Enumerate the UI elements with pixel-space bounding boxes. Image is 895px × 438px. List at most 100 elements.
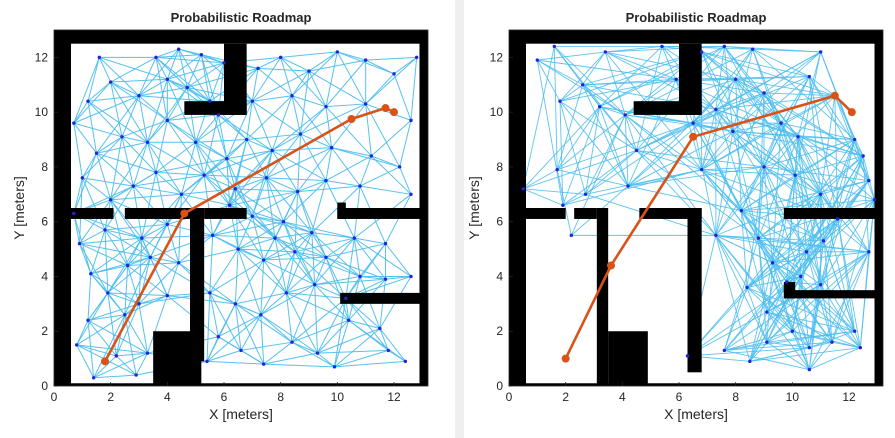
roadmap-edge bbox=[325, 51, 338, 107]
roadmap-edge bbox=[359, 275, 386, 280]
roadmap-edge bbox=[763, 166, 821, 195]
roadmap-edge bbox=[385, 243, 412, 277]
x-axis-label: X [meters] bbox=[664, 406, 728, 422]
roadmap-edge bbox=[274, 237, 316, 286]
roadmap-edge bbox=[272, 147, 332, 151]
wall bbox=[153, 331, 202, 386]
roadmap-edge bbox=[701, 51, 810, 77]
roadmap-node bbox=[210, 233, 215, 238]
roadmap-node bbox=[193, 140, 198, 144]
roadmap-edge bbox=[831, 341, 861, 349]
roadmap-node bbox=[352, 236, 357, 240]
roadmap-node bbox=[208, 291, 212, 295]
roadmap-node bbox=[770, 261, 775, 265]
roadmap-node bbox=[312, 282, 317, 287]
roadmap-edge bbox=[240, 314, 262, 351]
wall bbox=[224, 43, 247, 115]
roadmap-edge bbox=[556, 106, 601, 170]
x-tick-label: 2 bbox=[107, 390, 114, 404]
roadmap-edge bbox=[557, 169, 629, 187]
roadmap-edge bbox=[627, 185, 742, 212]
roadmap-node bbox=[290, 94, 294, 98]
y-tick-label: 10 bbox=[35, 105, 49, 119]
roadmap-edge bbox=[218, 114, 273, 151]
roadmap-node bbox=[298, 132, 303, 136]
roadmap-edge bbox=[735, 79, 742, 211]
roadmap-node bbox=[403, 359, 408, 364]
roadmap-edge bbox=[715, 131, 734, 236]
roadmap-edge bbox=[701, 76, 810, 171]
roadmap-edge bbox=[559, 100, 637, 151]
roadmap-edge bbox=[715, 193, 821, 236]
roadmap-node bbox=[140, 236, 144, 240]
roadmap-node bbox=[324, 255, 328, 259]
roadmap-node bbox=[154, 55, 158, 60]
roadmap-node bbox=[295, 189, 300, 194]
x-tick-label: 6 bbox=[221, 390, 228, 404]
axes-box bbox=[508, 29, 884, 387]
roadmap-edge bbox=[283, 180, 327, 223]
roadmap-edge bbox=[286, 292, 349, 321]
roadmap-node bbox=[765, 340, 769, 344]
roadmap-edge bbox=[365, 73, 395, 105]
roadmap-node bbox=[176, 47, 181, 51]
roadmap-edge bbox=[209, 292, 242, 351]
roadmap-edge bbox=[300, 71, 310, 135]
roadmap-edge bbox=[280, 57, 293, 96]
roadmap-edge bbox=[138, 57, 157, 96]
roadmap-node bbox=[216, 335, 221, 339]
roadmap-edge bbox=[701, 51, 734, 132]
roadmap-edge bbox=[359, 185, 412, 195]
roadmap-node bbox=[383, 241, 388, 246]
roadmap-edge bbox=[325, 59, 367, 108]
roadmap-edge bbox=[410, 57, 418, 121]
roadmap-node bbox=[205, 359, 209, 364]
roadmap-edge bbox=[271, 95, 293, 151]
roadmap-node bbox=[821, 239, 826, 243]
roadmap-edge bbox=[758, 199, 875, 239]
roadmap-edge bbox=[73, 81, 112, 124]
roadmap-edge bbox=[93, 355, 117, 379]
roadmap-edge bbox=[107, 292, 168, 297]
wall bbox=[54, 30, 71, 386]
roadmap-edge bbox=[133, 185, 182, 195]
roadmap-edge bbox=[297, 191, 327, 258]
roadmap-node bbox=[72, 211, 76, 216]
roadmap-edge bbox=[283, 221, 355, 239]
roadmap-edge bbox=[317, 328, 381, 354]
roadmap-edge bbox=[701, 51, 835, 97]
roadmap-edge bbox=[314, 275, 361, 286]
roadmap-edge bbox=[167, 62, 225, 80]
roadmap-edge bbox=[325, 147, 333, 181]
roadmap-edge bbox=[370, 119, 412, 157]
roadmap-node bbox=[699, 50, 704, 54]
roadmap-edge bbox=[110, 142, 148, 201]
roadmap-edge bbox=[766, 311, 855, 332]
roadmap-edge bbox=[234, 303, 242, 351]
roadmap-edge bbox=[178, 248, 239, 264]
roadmap-edge bbox=[266, 177, 298, 193]
roadmap-edge bbox=[274, 232, 312, 239]
roadmap-node bbox=[94, 151, 99, 155]
x-tick-label: 2 bbox=[562, 390, 569, 404]
roadmap-edge bbox=[124, 265, 129, 315]
roadmap-edge bbox=[110, 199, 143, 239]
path-waypoint bbox=[830, 91, 839, 100]
roadmap-edge bbox=[181, 142, 197, 195]
roadmap-edge bbox=[257, 56, 281, 69]
roadmap-edge bbox=[724, 349, 810, 371]
wall bbox=[596, 208, 609, 386]
roadmap-node bbox=[386, 348, 391, 353]
roadmap-edge bbox=[200, 54, 211, 102]
y-tick-label: 12 bbox=[35, 50, 49, 64]
roadmap-node bbox=[281, 219, 286, 224]
roadmap-edge bbox=[271, 150, 299, 192]
roadmap-edge bbox=[752, 48, 821, 53]
roadmap-edge bbox=[792, 330, 861, 349]
roadmap-edge bbox=[73, 122, 123, 138]
roadmap-edge bbox=[636, 46, 663, 151]
roadmap-edge bbox=[257, 67, 310, 72]
roadmap-edge bbox=[73, 100, 89, 124]
roadmap-edge bbox=[291, 284, 316, 343]
